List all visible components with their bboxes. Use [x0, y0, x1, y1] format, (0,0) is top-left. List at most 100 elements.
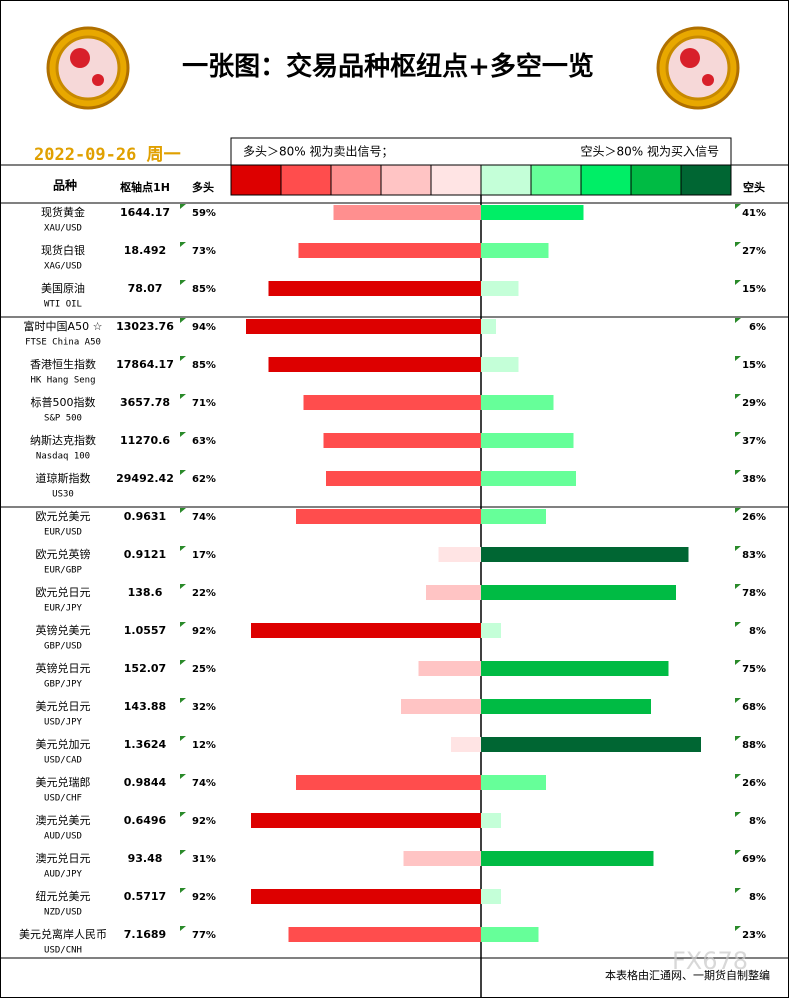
row-code: USD/CAD [44, 756, 82, 766]
pivot: 0.5717 [124, 890, 166, 903]
marker [180, 584, 186, 589]
marker [735, 698, 741, 703]
footer: 本表格由汇通网、一期货自制整编 [605, 968, 770, 982]
long-label: 94% [192, 322, 216, 333]
marker [180, 850, 186, 855]
long-bar [251, 889, 481, 904]
row-name: 美元兑日元 [36, 699, 91, 713]
legend-swatch [630, 164, 682, 196]
marker [735, 546, 741, 551]
long-label: 25% [192, 664, 216, 675]
short-bar [481, 585, 676, 600]
short-bar [481, 357, 519, 372]
long-bar [323, 433, 481, 448]
long-label: 59% [192, 208, 216, 219]
marker [180, 774, 186, 779]
short-bar [481, 281, 519, 296]
legend-swatch [280, 164, 332, 196]
row-code: USD/CNH [44, 946, 82, 956]
long-label: 32% [192, 702, 216, 713]
short-bar [481, 623, 501, 638]
row-name: 现货黄金 [41, 205, 85, 219]
short-label: 27% [742, 246, 766, 257]
short-bar [481, 509, 546, 524]
marker [735, 394, 741, 399]
short-label: 38% [742, 474, 766, 485]
long-label: 31% [192, 854, 216, 865]
row-code: WTI OIL [44, 300, 82, 310]
row-name: 欧元兑日元 [36, 585, 91, 599]
marker [735, 850, 741, 855]
row-name: 道琼斯指数 [36, 471, 91, 485]
marker [735, 280, 741, 285]
short-label: 41% [742, 208, 766, 219]
marker [735, 204, 741, 209]
pivot: 93.48 [128, 852, 163, 865]
marker [735, 318, 741, 323]
row-code: Nasdaq 100 [36, 452, 90, 462]
marker [180, 204, 186, 209]
marker [180, 318, 186, 323]
row-code: US30 [52, 490, 74, 500]
marker [735, 736, 741, 741]
long-label: 92% [192, 892, 216, 903]
short-bar [481, 851, 654, 866]
pivot: 0.6496 [124, 814, 167, 827]
short-label: 8% [749, 892, 766, 903]
pivot: 29492.42 [116, 472, 174, 485]
long-label: 71% [192, 398, 216, 409]
marker [180, 242, 186, 247]
pivot: 138.6 [128, 586, 163, 599]
logo-right [656, 26, 740, 110]
row-name: 纽元兑美元 [36, 889, 91, 903]
row-code: EUR/USD [44, 528, 82, 538]
pivot: 1644.17 [120, 206, 170, 219]
short-label: 15% [742, 284, 766, 295]
marker [180, 926, 186, 931]
long-label: 74% [192, 778, 216, 789]
long-bar [326, 471, 481, 486]
row-code: GBP/USD [44, 642, 82, 652]
marker [180, 546, 186, 551]
short-bar [481, 737, 701, 752]
pivot: 1.0557 [124, 624, 166, 637]
long-label: 22% [192, 588, 216, 599]
marker [735, 888, 741, 893]
row-name: 美元兑瑞郎 [36, 775, 91, 789]
marker [735, 584, 741, 589]
short-label: 83% [742, 550, 766, 561]
row-name: 标普500指数 [31, 395, 96, 409]
short-bar [481, 319, 496, 334]
pivot: 0.9844 [124, 776, 167, 789]
long-label: 17% [192, 550, 216, 561]
date: 2022-09-26 周一 [34, 145, 181, 165]
row-name: 美元兑离岸人民币 [19, 927, 107, 941]
row-code: AUD/JPY [44, 870, 83, 880]
legend-right-text: 空头＞80% 视为买入信号 [581, 144, 720, 159]
pivot: 18.492 [124, 244, 166, 257]
marker [180, 888, 186, 893]
short-label: 8% [749, 816, 766, 827]
marker [735, 432, 741, 437]
row-code: USD/CHF [44, 794, 82, 804]
short-bar [481, 699, 651, 714]
marker [735, 470, 741, 475]
long-bar [451, 737, 481, 752]
marker [180, 470, 186, 475]
legend-swatch [380, 164, 432, 196]
long-label: 85% [192, 284, 216, 295]
short-bar [481, 243, 549, 258]
row-name: 澳元兑日元 [36, 851, 91, 865]
pivot: 3657.78 [120, 396, 170, 409]
pivot: 1.3624 [124, 738, 167, 751]
long-bar [333, 205, 481, 220]
row-code: XAG/USD [44, 262, 82, 272]
marker [735, 242, 741, 247]
short-bar [481, 471, 576, 486]
short-label: 26% [742, 512, 766, 523]
marker [735, 622, 741, 627]
header-pivot: 枢轴点1H [120, 180, 170, 194]
row-name: 英镑兑日元 [36, 661, 91, 675]
short-bar [481, 775, 546, 790]
short-bar [481, 889, 501, 904]
